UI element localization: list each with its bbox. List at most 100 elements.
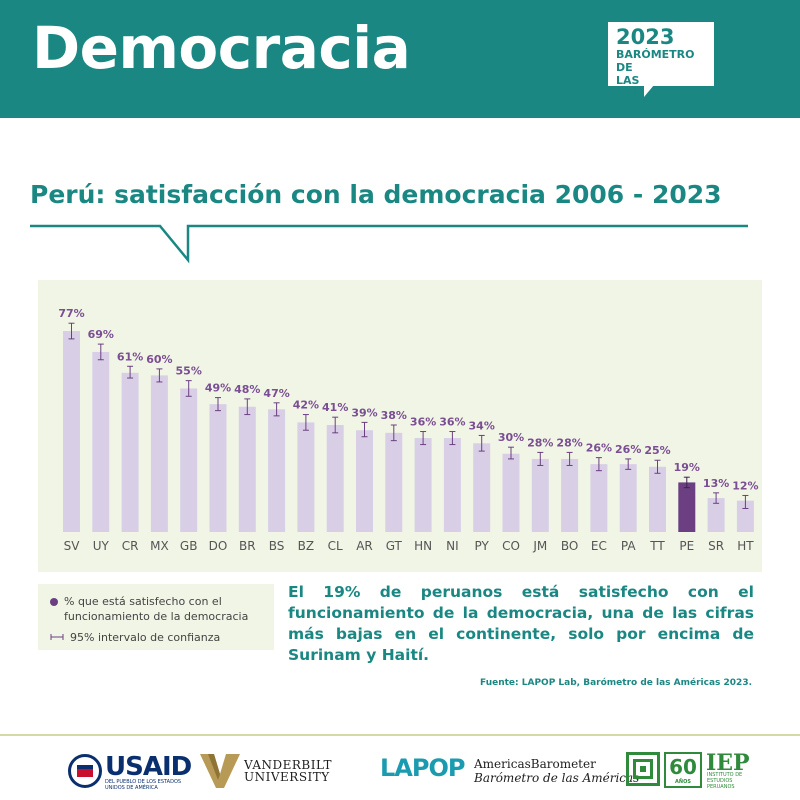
value-label-bz: 42% (293, 399, 319, 412)
bar-co (502, 453, 520, 532)
value-label-ni: 36% (439, 416, 465, 429)
lapop-logo: LAPOP (380, 754, 465, 782)
iep-square-icon (626, 752, 660, 786)
value-label-pa: 26% (615, 443, 641, 456)
bar-ec (590, 464, 608, 532)
americasbarometer-es: Barómetro de las Américas (474, 771, 640, 785)
value-label-do: 49% (205, 382, 231, 395)
bar-cr (121, 372, 139, 532)
tick-label-gt: GT (386, 539, 403, 553)
tick-label-sr: SR (708, 539, 724, 553)
iep-60-number: 60 (669, 755, 697, 779)
bar-ar (356, 430, 373, 532)
usaid-tagline: DEL PUEBLO DE LOS ESTADOS UNIDOS DE AMÉR… (105, 779, 182, 791)
bar-do (209, 404, 227, 532)
tick-label-do: DO (209, 539, 228, 553)
tick-label-ni: NI (446, 539, 459, 553)
tick-label-jm: JM (532, 539, 547, 553)
ci-bar-icon (50, 634, 64, 640)
bar-gb (180, 388, 198, 532)
tick-label-hn: HN (414, 539, 432, 553)
bar-bz (297, 422, 315, 532)
value-label-tt: 25% (644, 444, 670, 457)
bar-pe (678, 482, 696, 532)
bar-ht (736, 500, 754, 532)
badge-line-2: LAS AMÉRICAS (616, 74, 681, 100)
iep-60-badge: 60 AÑOS (664, 752, 702, 788)
bar-mx (150, 375, 168, 532)
tick-label-py: PY (475, 539, 490, 553)
iep-logo: IEP (706, 750, 750, 776)
value-label-ec: 26% (586, 442, 612, 455)
tick-label-sv: SV (64, 539, 81, 553)
iep-anos: AÑOS (675, 779, 691, 785)
value-label-gt: 38% (381, 409, 407, 422)
value-label-uy: 69% (88, 328, 114, 341)
legend-ci-label: 95% intervalo de confianza (70, 631, 221, 644)
source-note: Fuente: LAPOP Lab, Barómetro de las Amér… (480, 678, 752, 688)
tick-label-co: CO (502, 539, 520, 553)
tick-label-bz: BZ (298, 539, 314, 553)
footer-divider (0, 734, 800, 736)
header-title: Democracia (32, 14, 411, 82)
usaid-seal-icon (68, 754, 102, 788)
value-label-jm: 28% (527, 436, 553, 449)
bar-cl (326, 425, 344, 532)
tick-label-pe: PE (679, 539, 694, 553)
chart-title: Perú: satisfacción con la democracia 200… (30, 180, 722, 209)
value-label-bs: 47% (263, 387, 289, 400)
tick-label-br: BR (239, 539, 256, 553)
americasbarometer-en: AmericasBarometer (474, 757, 596, 771)
vanderbilt-logo: VANDERBILT UNIVERSITY (244, 759, 332, 783)
chart-panel: 77% SV 69% UY 61% CR 60% MX 55% GB 49% DO 48% BR 47% BS… (38, 280, 762, 572)
bar-chart: 77% SV 69% UY 61% CR 60% MX 55% GB 49% DO 48% BR 47% BS… (58, 307, 758, 553)
bar-hn (414, 438, 432, 532)
value-label-ht: 12% (732, 479, 758, 492)
tick-label-ht: HT (737, 539, 754, 553)
legend-dot-icon (50, 598, 58, 606)
badge-year: 2023 (616, 25, 675, 49)
bar-sv (63, 331, 80, 532)
tick-label-cr: CR (122, 539, 139, 553)
tick-label-cl: CL (328, 539, 343, 553)
value-label-ar: 39% (351, 406, 377, 419)
tick-label-bs: BS (269, 539, 285, 553)
value-label-br: 48% (234, 383, 260, 396)
legend: % que está satisfecho con el funcionamie… (38, 584, 274, 650)
value-label-sr: 13% (703, 477, 729, 490)
value-label-mx: 60% (146, 353, 172, 366)
tick-label-ar: AR (356, 539, 373, 553)
legend-ci: 95% intervalo de confianza (50, 630, 262, 645)
bar-sr (707, 498, 725, 532)
bar-tt (649, 466, 666, 532)
vanderbilt-line-1: VANDERBILT (244, 758, 332, 772)
bar-gt (385, 432, 403, 532)
value-label-gb: 55% (176, 365, 202, 378)
usaid-logo: USAID (105, 752, 192, 782)
tick-label-pa: PA (621, 539, 636, 553)
value-label-sv: 77% (58, 307, 84, 320)
bar-jm (531, 458, 549, 532)
badge-tail (644, 85, 654, 97)
badge-line-1: BARÓMETRO DE (616, 48, 695, 74)
value-label-cl: 41% (322, 401, 348, 414)
value-label-hn: 36% (410, 416, 436, 429)
tick-label-ec: EC (591, 539, 607, 553)
value-label-bo: 28% (556, 436, 582, 449)
vanderbilt-v-icon (200, 754, 240, 788)
bar-bs (268, 409, 286, 532)
legend-series: % que está satisfecho con el funcionamie… (50, 594, 262, 624)
vanderbilt-line-2: UNIVERSITY (244, 770, 330, 784)
value-label-py: 34% (469, 419, 495, 432)
tick-label-tt: TT (649, 539, 665, 553)
value-label-co: 30% (498, 431, 524, 444)
value-label-cr: 61% (117, 350, 143, 363)
tick-label-mx: MX (150, 539, 169, 553)
bar-br (238, 406, 256, 532)
tick-label-bo: BO (561, 539, 578, 553)
americasbarometer-logo: AmericasBarometer Barómetro de las Améri… (474, 757, 639, 785)
barometro-badge: 2023 BARÓMETRO DE LAS AMÉRICAS (608, 22, 714, 100)
legend-series-label: % que está satisfecho con el funcionamie… (64, 595, 249, 623)
bar-bo (561, 458, 579, 532)
tick-label-uy: UY (93, 539, 110, 553)
